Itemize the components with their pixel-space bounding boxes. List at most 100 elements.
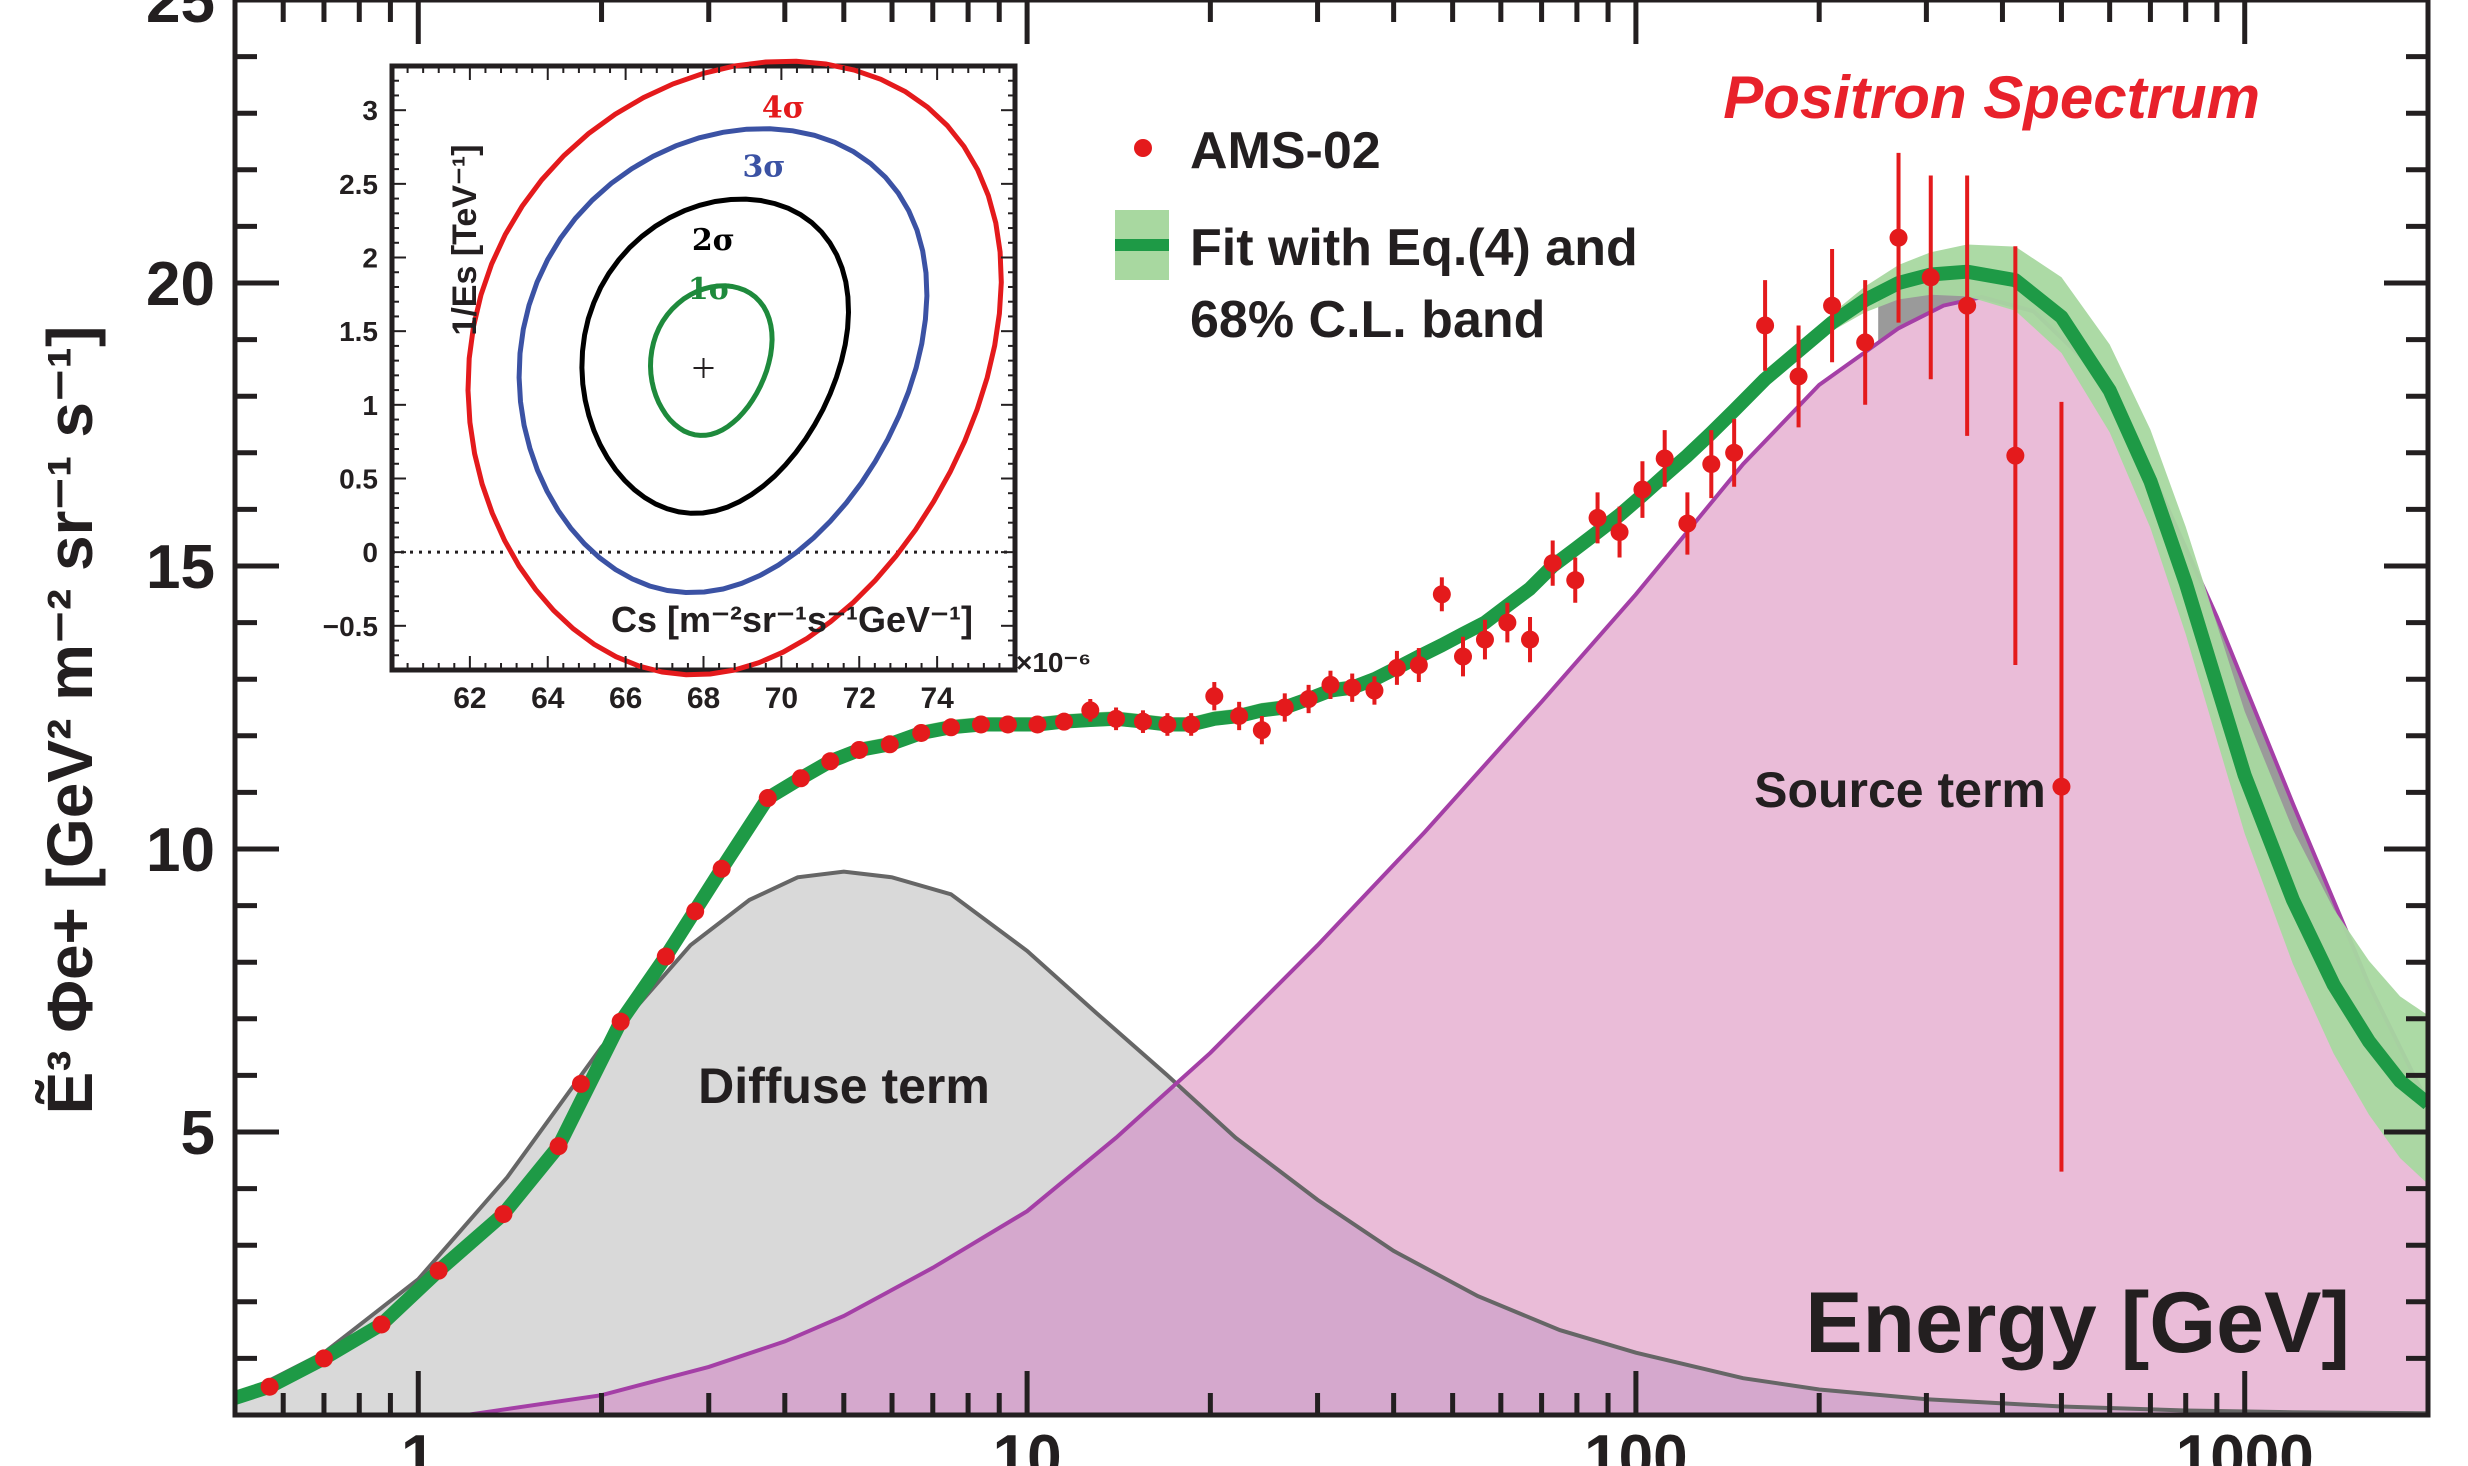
data-marker bbox=[571, 1074, 590, 1093]
inset-y-tick-label: 2.5 bbox=[339, 169, 378, 200]
data-marker bbox=[1365, 681, 1384, 700]
data-marker bbox=[1856, 333, 1875, 352]
contour-4sigma bbox=[465, 58, 1004, 678]
data-marker bbox=[758, 789, 777, 808]
data-marker bbox=[1702, 455, 1721, 474]
data-point-ams02 bbox=[1521, 616, 1540, 663]
data-marker bbox=[1725, 443, 1744, 462]
annotation-diffuse-term: Diffuse term bbox=[698, 1058, 990, 1114]
y-tick-label: 15 bbox=[146, 533, 215, 602]
data-marker bbox=[912, 723, 931, 742]
data-point-ams02 bbox=[942, 718, 961, 737]
data-point-ams02 bbox=[850, 740, 869, 759]
data-marker bbox=[971, 715, 990, 734]
data-point-ams02 bbox=[1365, 676, 1384, 705]
inset-x-tick-label: 64 bbox=[531, 682, 565, 715]
data-marker bbox=[372, 1315, 391, 1334]
data-point-ams02 bbox=[1566, 557, 1585, 603]
data-point-ams02 bbox=[429, 1261, 448, 1280]
data-point-ams02 bbox=[549, 1137, 568, 1156]
data-marker bbox=[1921, 268, 1940, 287]
data-marker bbox=[1588, 508, 1607, 527]
source-term-area bbox=[466, 297, 2428, 1415]
data-marker bbox=[314, 1349, 333, 1368]
data-point-ams02 bbox=[1823, 249, 1842, 363]
main-plot-area bbox=[235, 152, 2428, 1415]
data-point-ams02 bbox=[1543, 540, 1562, 586]
data-point-ams02 bbox=[912, 723, 931, 742]
data-marker bbox=[880, 735, 899, 754]
data-marker bbox=[1055, 712, 1074, 731]
data-point-ams02 bbox=[1028, 715, 1047, 734]
data-marker bbox=[1678, 514, 1697, 533]
data-point-ams02 bbox=[1856, 280, 1875, 405]
data-marker bbox=[1182, 715, 1201, 734]
data-marker bbox=[998, 715, 1017, 734]
data-point-ams02 bbox=[571, 1074, 590, 1093]
inset-y-tick-label: 2 bbox=[362, 243, 378, 274]
data-point-ams02 bbox=[1633, 461, 1652, 518]
data-marker bbox=[1409, 656, 1428, 675]
data-marker bbox=[260, 1377, 279, 1396]
overlap-area bbox=[466, 1086, 2427, 1415]
data-point-ams02 bbox=[1678, 492, 1697, 555]
inset-y-tick-label: −0.5 bbox=[323, 611, 378, 642]
inset-x-tick-label: 74 bbox=[920, 682, 954, 715]
contour-2sigma bbox=[579, 196, 852, 516]
y-tick-label: 5 bbox=[181, 1099, 215, 1168]
data-point-ams02 bbox=[1158, 713, 1177, 736]
data-point-ams02 bbox=[1055, 712, 1074, 731]
data-marker bbox=[1387, 658, 1406, 677]
data-marker bbox=[1432, 585, 1451, 604]
x-tick-label: 100 bbox=[1584, 1423, 1687, 1466]
x-axis-label: Energy [GeV] bbox=[1805, 1275, 2350, 1371]
data-marker bbox=[1633, 480, 1652, 499]
data-point-ams02 bbox=[1182, 713, 1201, 736]
data-marker bbox=[1655, 449, 1674, 468]
contour-1sigma bbox=[647, 283, 775, 438]
data-point-ams02 bbox=[1498, 602, 1517, 643]
data-point-ams02 bbox=[1081, 699, 1100, 722]
x-tick-label: 1000 bbox=[2176, 1423, 2314, 1466]
y-tick-label: 20 bbox=[146, 250, 215, 319]
data-point-ams02 bbox=[1230, 701, 1249, 731]
data-point-ams02 bbox=[1889, 152, 1908, 323]
data-marker bbox=[712, 859, 731, 878]
data-marker bbox=[1566, 571, 1585, 590]
data-marker bbox=[1081, 701, 1100, 720]
data-marker bbox=[1028, 715, 1047, 734]
data-point-ams02 bbox=[1387, 650, 1406, 685]
data-marker bbox=[1610, 523, 1629, 542]
data-marker bbox=[791, 769, 810, 788]
data-point-ams02 bbox=[1432, 577, 1451, 612]
inset-x-tick-label: 62 bbox=[453, 682, 486, 715]
data-marker bbox=[611, 1012, 630, 1031]
data-point-ams02 bbox=[1610, 506, 1629, 558]
y-tick-label: 25 bbox=[146, 0, 215, 36]
data-marker bbox=[1543, 554, 1562, 573]
data-point-ams02 bbox=[1655, 430, 1674, 487]
data-point-ams02 bbox=[494, 1205, 513, 1224]
data-marker bbox=[1158, 715, 1177, 734]
data-marker bbox=[1133, 712, 1152, 731]
data-marker bbox=[429, 1261, 448, 1280]
data-marker bbox=[942, 718, 961, 737]
contour-label: 2σ bbox=[692, 223, 735, 258]
data-marker bbox=[1498, 613, 1517, 632]
contour-label: 4σ bbox=[762, 91, 805, 126]
data-point-ams02 bbox=[260, 1377, 279, 1396]
data-marker bbox=[1889, 228, 1908, 247]
y-axis-label: Ẽ³ Φe+ [GeV² m⁻² sr⁻¹ s⁻¹] bbox=[34, 326, 106, 1115]
data-point-ams02 bbox=[1454, 636, 1473, 677]
data-point-ams02 bbox=[314, 1349, 333, 1368]
data-marker bbox=[2006, 446, 2025, 465]
data-point-ams02 bbox=[1921, 175, 1940, 380]
data-marker bbox=[656, 947, 675, 966]
inset-x-tick-label: 72 bbox=[843, 682, 876, 715]
data-point-ams02 bbox=[712, 859, 731, 878]
data-point-ams02 bbox=[1756, 280, 1775, 371]
data-marker bbox=[1321, 675, 1340, 694]
inset-contour-plot: 1σ 2σ 3σ 4σ 62 64 66 68 70 72 74 −0.5 0 0.5 1 1.5 2 2.5 3 bbox=[323, 58, 1018, 715]
